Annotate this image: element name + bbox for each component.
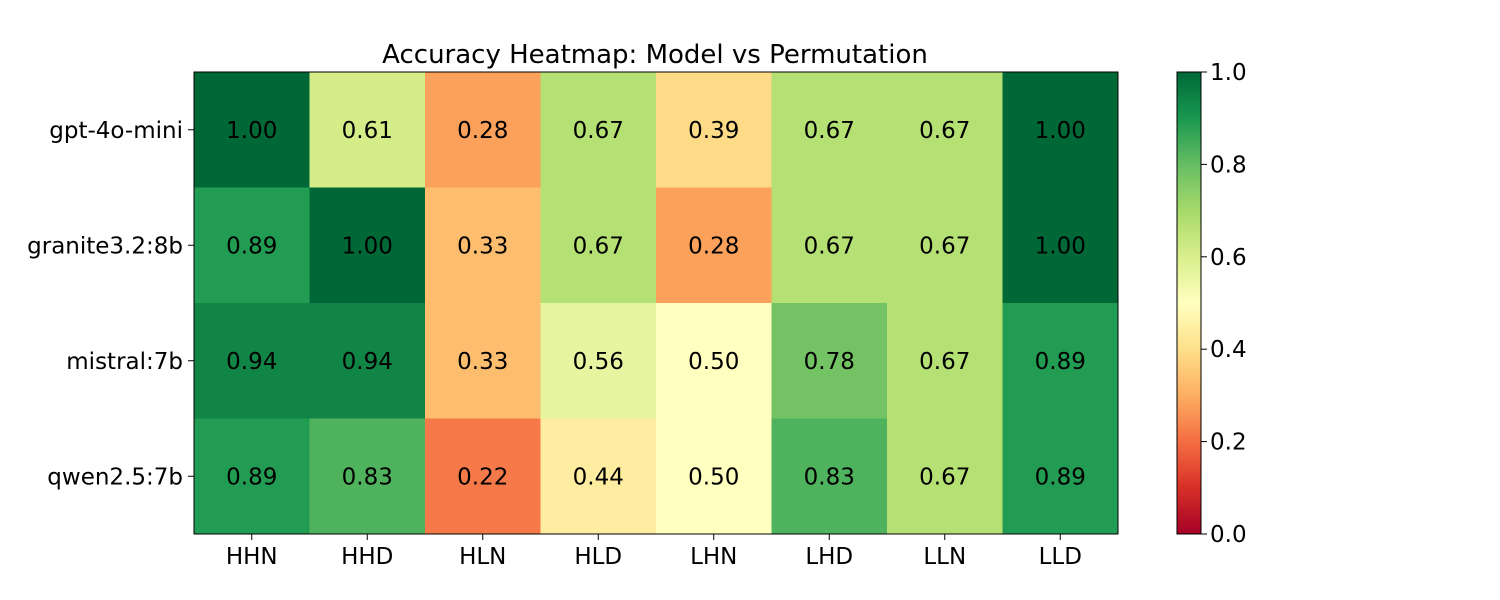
- heatmap-cell: [887, 303, 1003, 419]
- colorbar-gradient: [1176, 71, 1202, 535]
- cell-value-label: 1.00: [1035, 233, 1086, 259]
- heatmap-cell: [425, 303, 541, 419]
- heatmap-cell: [425, 418, 541, 535]
- x-axis: HHN HHD HLN HLD LHN LHD LLN LLD: [226, 534, 1082, 570]
- y-tick-label: mistral:7b: [66, 349, 183, 375]
- cell-value-label: 0.56: [573, 349, 624, 375]
- cell-value-label: 0.28: [688, 233, 739, 259]
- x-tick-label: LHN: [690, 544, 737, 570]
- y-tick-label: granite3.2:8b: [27, 233, 183, 259]
- cell-value-label: 0.67: [573, 233, 624, 259]
- heatmap-cell: [771, 187, 888, 304]
- heatmap-cell: [771, 418, 888, 535]
- cell-value-label: 0.89: [1035, 464, 1086, 490]
- cell-value-label: 0.78: [804, 349, 855, 375]
- colorbar-tick-label: 0.6: [1210, 245, 1247, 271]
- cell-value-label: 1.00: [1035, 118, 1086, 144]
- cell-value-label: 0.83: [804, 464, 855, 490]
- x-tick-label: HHN: [226, 544, 278, 570]
- cell-value-label: 0.67: [919, 233, 970, 259]
- heatmap-cell: [656, 72, 772, 188]
- heatmap-cell: [194, 303, 310, 419]
- x-tick-label: HLN: [459, 544, 506, 570]
- heatmap-cell: [656, 187, 772, 304]
- heatmap-cell: [771, 303, 888, 419]
- colorbar: 0.0 0.2 0.4 0.6 0.8 1.0: [1176, 60, 1247, 548]
- heatmap-cell: [540, 72, 657, 188]
- heatmap-cell: [1002, 303, 1119, 419]
- cell-value-label: 0.22: [457, 464, 508, 490]
- heatmap-cell: [309, 418, 426, 535]
- heatmap-cell: [1002, 72, 1119, 188]
- colorbar-tick-label: 0.4: [1210, 337, 1247, 363]
- y-axis: gpt-4o-mini granite3.2:8b mistral:7b qwen2.…: [27, 118, 194, 490]
- heatmap-cell: [194, 418, 310, 535]
- heatmap-cell: [771, 72, 888, 188]
- plot-frame: [193, 71, 1119, 535]
- colorbar-tick-label: 0.2: [1210, 430, 1247, 456]
- heatmap-cell-labels: 1.00 0.61 0.28 0.67 0.39 0.67 0.67 1.00 0.89 1.00…: [226, 118, 1086, 491]
- cell-value-label: 0.33: [457, 233, 508, 259]
- cell-value-label: 0.89: [226, 464, 277, 490]
- cell-value-label: 0.44: [573, 464, 624, 490]
- colorbar-tick-label: 1.0: [1210, 60, 1247, 86]
- x-tick-label: LHD: [805, 544, 853, 570]
- heatmap-cell: [309, 303, 426, 419]
- heatmap-cell: [540, 303, 657, 419]
- cell-value-label: 0.61: [342, 118, 393, 144]
- x-tick-label: HLD: [574, 544, 622, 570]
- colorbar-ticks: 0.0 0.2 0.4 0.6 0.8 1.0: [1201, 60, 1247, 548]
- heatmap-cell: [425, 72, 541, 188]
- heatmap-cell: [656, 418, 772, 535]
- heatmap-cell: [540, 418, 657, 535]
- cell-value-label: 0.67: [804, 233, 855, 259]
- cell-value-label: 0.89: [226, 233, 277, 259]
- heatmap-cell: [425, 187, 541, 304]
- heatmap-cell: [656, 303, 772, 419]
- cell-value-label: 0.94: [226, 349, 277, 375]
- cell-value-label: 0.39: [688, 118, 739, 144]
- cell-value-label: 0.89: [1035, 349, 1086, 375]
- cell-value-label: 0.50: [688, 349, 739, 375]
- y-tick-label: qwen2.5:7b: [47, 464, 183, 490]
- cell-value-label: 0.67: [804, 118, 855, 144]
- cell-value-label: 0.67: [919, 464, 970, 490]
- heatmap-cell: [309, 187, 426, 304]
- cell-value-label: 1.00: [342, 233, 393, 259]
- chart-title: Accuracy Heatmap: Model vs Permutation: [382, 40, 928, 70]
- cell-value-label: 0.67: [573, 118, 624, 144]
- cell-value-label: 0.67: [919, 118, 970, 144]
- cell-value-label: 0.83: [342, 464, 393, 490]
- heatmap-cells: [194, 72, 1119, 535]
- heatmap-cell: [1002, 187, 1119, 304]
- x-tick-label: HHD: [341, 544, 393, 570]
- x-tick-label: LLN: [923, 544, 966, 570]
- cell-value-label: 0.94: [342, 349, 393, 375]
- cell-value-label: 0.28: [457, 118, 508, 144]
- heatmap-cell: [194, 187, 310, 304]
- cell-value-label: 1.00: [226, 118, 277, 144]
- heatmap-cell: [194, 72, 310, 188]
- heatmap-cell: [1002, 418, 1119, 535]
- cell-value-label: 0.50: [688, 464, 739, 490]
- colorbar-tick-label: 0.0: [1210, 522, 1247, 548]
- y-tick-label: gpt-4o-mini: [49, 118, 183, 144]
- cell-value-label: 0.33: [457, 349, 508, 375]
- colorbar-tick-label: 0.8: [1210, 152, 1247, 178]
- heatmap-cell: [540, 187, 657, 304]
- heatmap-cell: [887, 187, 1003, 304]
- heatmap-cell: [887, 72, 1003, 188]
- heatmap-cell: [887, 418, 1003, 535]
- x-tick-label: LLD: [1039, 544, 1082, 570]
- cell-value-label: 0.67: [919, 349, 970, 375]
- heatmap-cell: [309, 72, 426, 188]
